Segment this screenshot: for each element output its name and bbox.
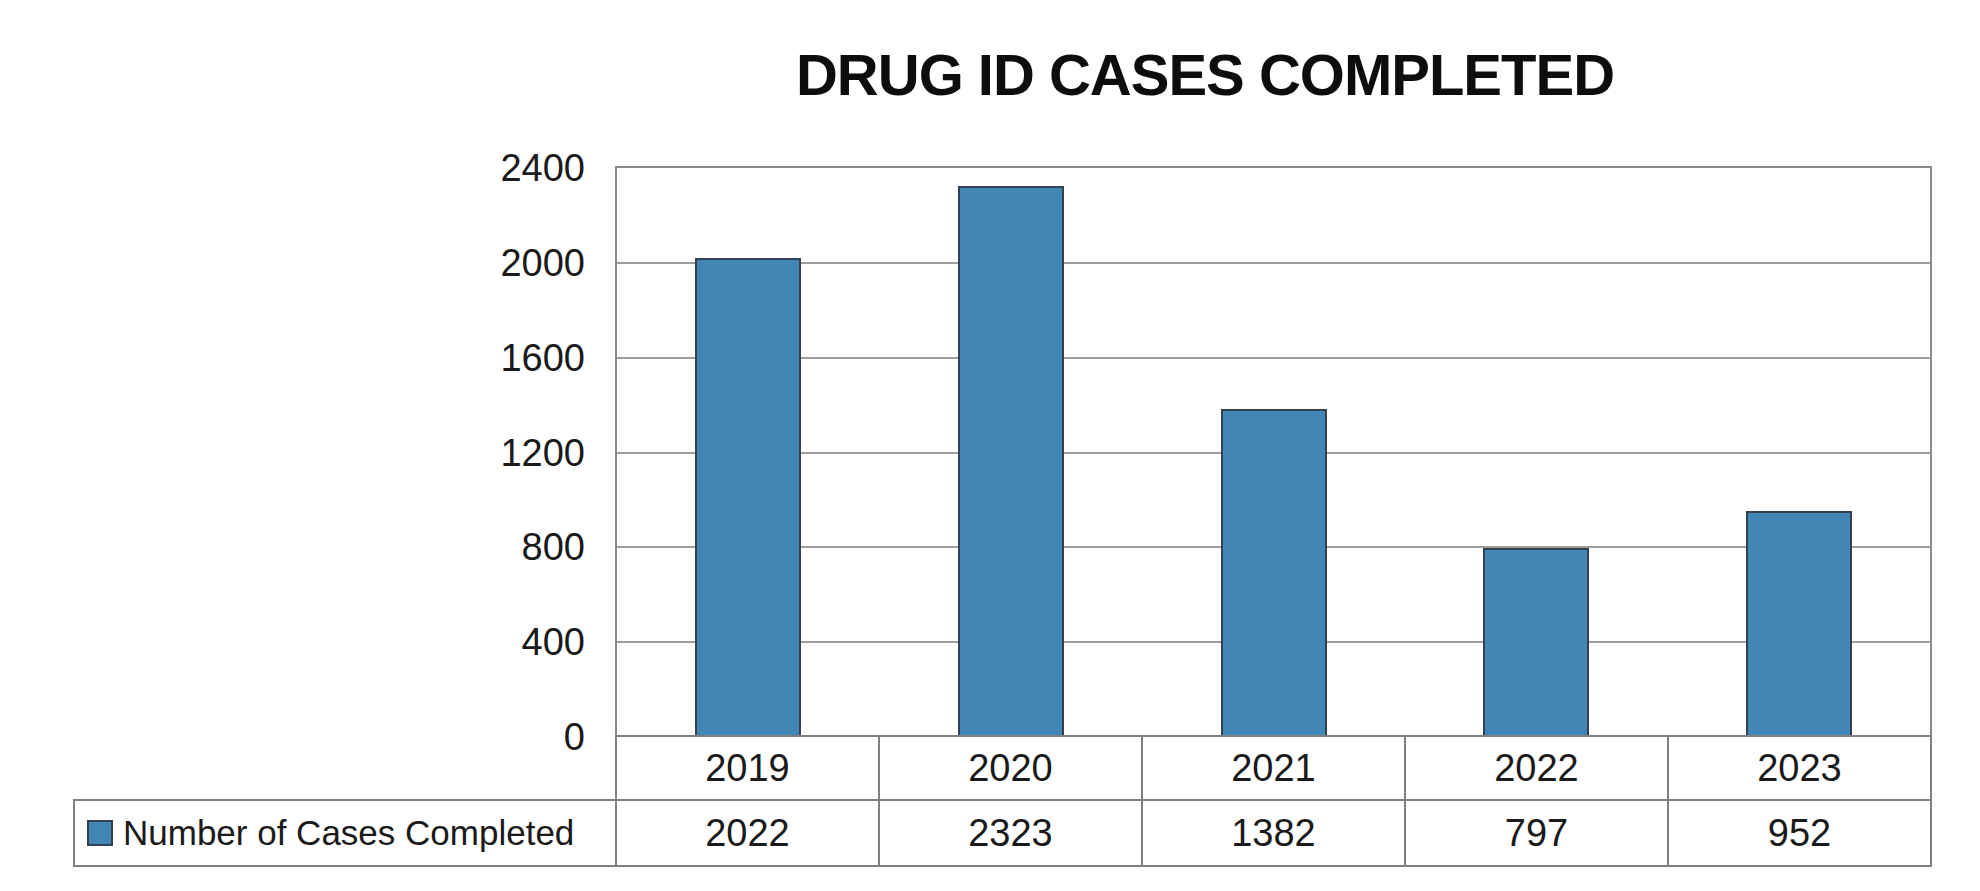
y-tick-label-2400: 2400 — [390, 142, 585, 194]
y-tick-label-0: 0 — [390, 711, 585, 763]
value-cell-2020: 2323 — [880, 801, 1141, 865]
bar-2020 — [958, 186, 1064, 739]
bar-2023 — [1746, 511, 1852, 739]
value-cell-2023: 952 — [1669, 801, 1930, 865]
gridline-1600 — [617, 357, 1930, 359]
value-cell-2019: 2022 — [617, 801, 878, 865]
plot-area — [615, 166, 1932, 739]
y-tick-label-1200: 1200 — [390, 427, 585, 479]
gridline-2000 — [617, 262, 1930, 264]
category-axis-row: 20192020202120222023 — [615, 735, 1932, 801]
y-tick-label-800: 800 — [390, 521, 585, 573]
y-tick-label-1600: 1600 — [390, 332, 585, 384]
category-cell-2022: 2022 — [1406, 737, 1667, 799]
y-tick-label-400: 400 — [390, 616, 585, 668]
bar-2019 — [695, 258, 801, 739]
category-cell-2023: 2023 — [1669, 737, 1930, 799]
y-tick-label-2000: 2000 — [390, 237, 585, 289]
series-legend-swatch-icon — [87, 820, 113, 846]
category-cell-2021: 2021 — [1143, 737, 1404, 799]
chart-canvas: DRUG ID CASES COMPLETED 0 400 800 1200 1600 2… — [0, 0, 1980, 891]
bar-2022 — [1483, 548, 1589, 739]
category-cell-2020: 2020 — [880, 737, 1141, 799]
bar-2021 — [1221, 409, 1327, 739]
legend-label: Number of Cases Completed — [123, 813, 574, 853]
chart-title: DRUG ID CASES COMPLETED — [480, 42, 1930, 108]
category-cell-2019: 2019 — [617, 737, 878, 799]
value-cell-2022: 797 — [1406, 801, 1667, 865]
data-table-row: Number of Cases Completed 20222323138279… — [73, 799, 1932, 867]
value-cell-2021: 1382 — [1143, 801, 1404, 865]
legend-cell: Number of Cases Completed — [75, 801, 615, 865]
